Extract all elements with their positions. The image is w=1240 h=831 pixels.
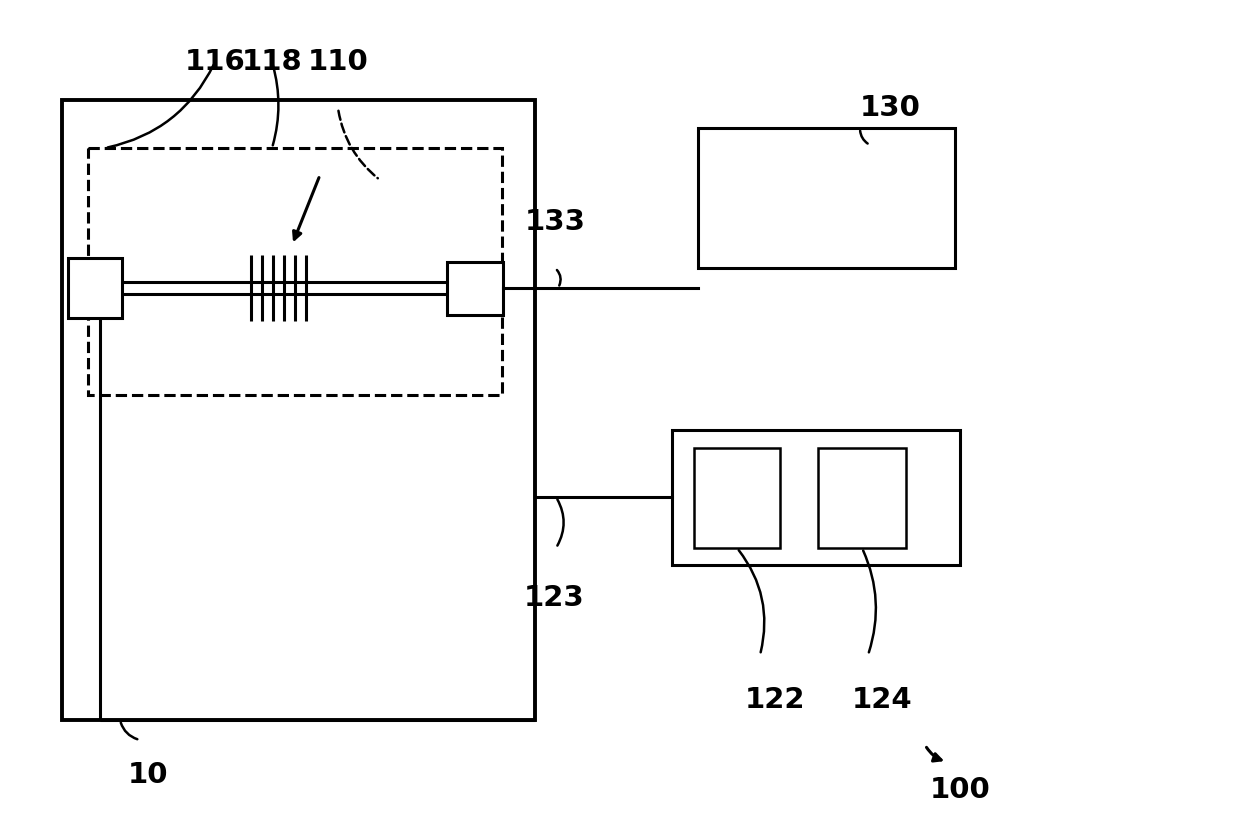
Bar <box>62 100 534 720</box>
Bar <box>694 448 780 548</box>
Bar <box>672 430 960 565</box>
Text: 118: 118 <box>242 48 303 76</box>
Bar <box>88 148 502 395</box>
Text: 130: 130 <box>859 94 920 122</box>
Bar <box>698 128 955 268</box>
Text: 116: 116 <box>185 48 246 76</box>
Text: 100: 100 <box>930 776 991 804</box>
Text: 123: 123 <box>523 584 584 612</box>
Text: 133: 133 <box>525 208 585 236</box>
Text: 110: 110 <box>308 48 368 76</box>
Text: 124: 124 <box>852 686 913 714</box>
Bar <box>446 262 503 315</box>
Bar <box>818 448 906 548</box>
Text: 10: 10 <box>128 761 169 789</box>
Text: 122: 122 <box>745 686 805 714</box>
Bar <box>68 258 122 318</box>
